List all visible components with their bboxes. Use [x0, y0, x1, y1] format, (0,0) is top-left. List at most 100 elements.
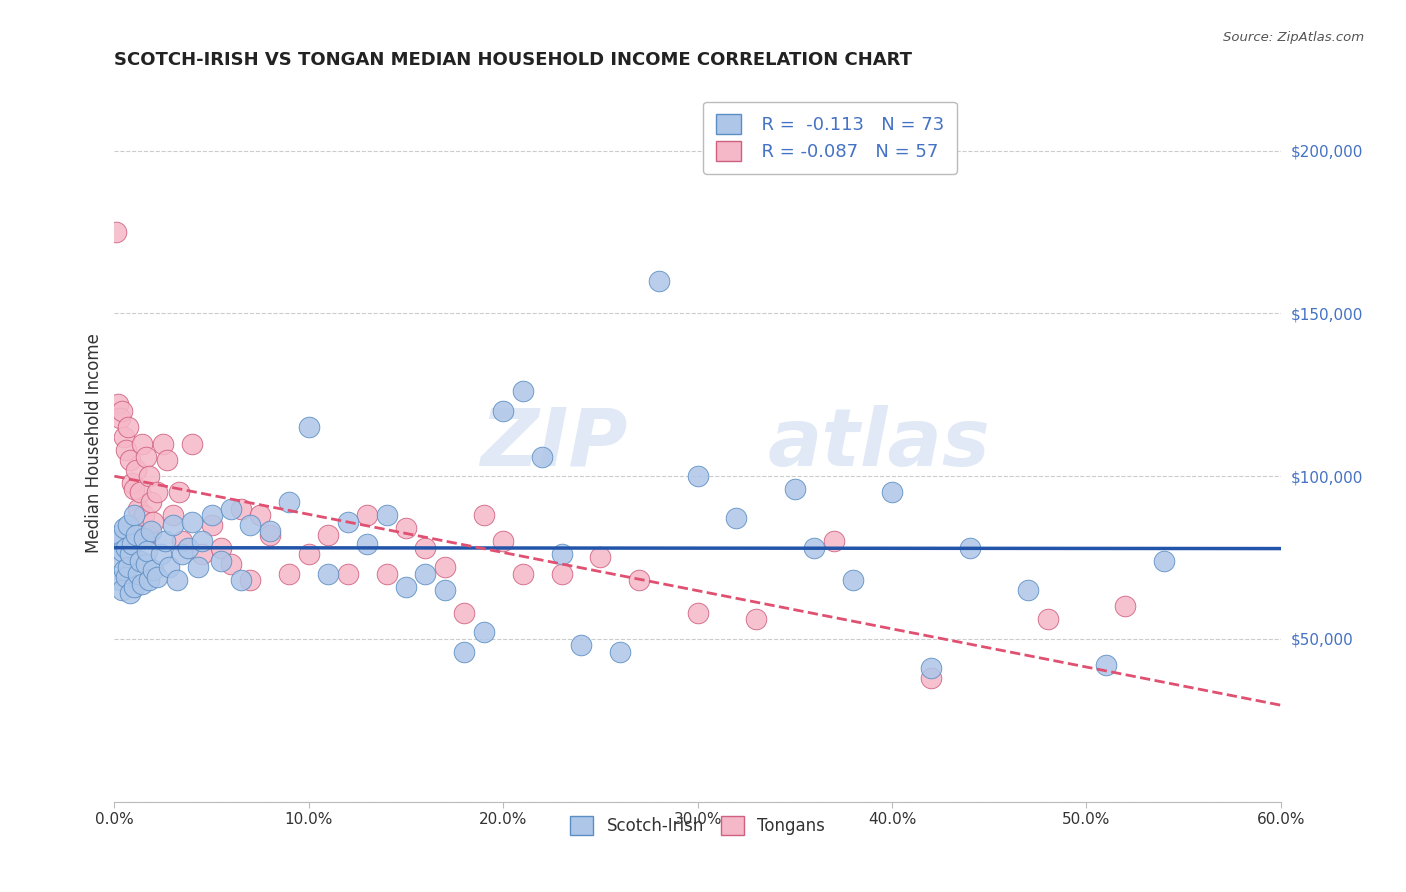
Point — [142, 564, 165, 578]
Point — [191, 534, 214, 549]
Point — [131, 576, 153, 591]
Point — [569, 638, 592, 652]
Point — [356, 508, 378, 523]
Point — [1036, 612, 1059, 626]
Point — [127, 501, 149, 516]
Point — [336, 515, 359, 529]
Point — [136, 544, 159, 558]
Point — [125, 527, 148, 541]
Point — [162, 508, 184, 523]
Point — [132, 508, 155, 523]
Point — [725, 511, 748, 525]
Point — [316, 566, 339, 581]
Point — [134, 450, 156, 464]
Point — [118, 452, 141, 467]
Point — [112, 430, 135, 444]
Point — [229, 574, 252, 588]
Point — [316, 527, 339, 541]
Point — [249, 508, 271, 523]
Point — [783, 482, 806, 496]
Point — [156, 452, 179, 467]
Point — [686, 606, 709, 620]
Point — [492, 404, 515, 418]
Y-axis label: Median Household Income: Median Household Income — [86, 334, 103, 553]
Point — [920, 671, 942, 685]
Point — [121, 475, 143, 490]
Point — [132, 531, 155, 545]
Point — [121, 537, 143, 551]
Point — [172, 547, 194, 561]
Point — [219, 557, 242, 571]
Point — [117, 517, 139, 532]
Text: ZIP: ZIP — [481, 405, 627, 483]
Point — [112, 521, 135, 535]
Point — [395, 521, 418, 535]
Point — [415, 541, 437, 555]
Point — [117, 420, 139, 434]
Point — [648, 274, 671, 288]
Point — [187, 560, 209, 574]
Point — [201, 508, 224, 523]
Point — [181, 515, 204, 529]
Point — [356, 537, 378, 551]
Point — [131, 436, 153, 450]
Point — [512, 384, 534, 399]
Point — [138, 469, 160, 483]
Point — [298, 420, 321, 434]
Point — [803, 541, 825, 555]
Point — [150, 547, 173, 561]
Text: atlas: atlas — [768, 405, 990, 483]
Point — [111, 404, 134, 418]
Point — [433, 582, 456, 597]
Point — [118, 547, 141, 561]
Point — [229, 501, 252, 516]
Point — [512, 566, 534, 581]
Point — [453, 606, 475, 620]
Point — [959, 541, 981, 555]
Point — [209, 541, 232, 555]
Point — [336, 566, 359, 581]
Point — [920, 661, 942, 675]
Point — [141, 524, 163, 539]
Point — [433, 560, 456, 574]
Point — [453, 645, 475, 659]
Point — [105, 534, 128, 549]
Point — [191, 547, 214, 561]
Point — [138, 574, 160, 588]
Point — [142, 515, 165, 529]
Point — [842, 574, 865, 588]
Point — [128, 485, 150, 500]
Point — [375, 566, 398, 581]
Point — [745, 612, 768, 626]
Point — [105, 225, 128, 239]
Point — [146, 570, 169, 584]
Point — [823, 534, 845, 549]
Point — [141, 495, 163, 509]
Point — [531, 450, 554, 464]
Point — [157, 560, 180, 574]
Point — [166, 574, 188, 588]
Point — [146, 485, 169, 500]
Point — [278, 566, 301, 581]
Point — [259, 524, 281, 539]
Point — [1095, 657, 1118, 672]
Point — [115, 570, 138, 584]
Point — [472, 625, 495, 640]
Point — [111, 582, 134, 597]
Point — [110, 410, 132, 425]
Point — [415, 566, 437, 581]
Point — [181, 436, 204, 450]
Point — [550, 566, 572, 581]
Point — [472, 508, 495, 523]
Text: Source: ZipAtlas.com: Source: ZipAtlas.com — [1223, 31, 1364, 45]
Point — [128, 554, 150, 568]
Point — [686, 469, 709, 483]
Point — [209, 554, 232, 568]
Point — [278, 495, 301, 509]
Legend: Scotch-Irish, Tongans: Scotch-Irish, Tongans — [561, 808, 834, 843]
Point — [110, 574, 132, 588]
Point — [880, 485, 903, 500]
Point — [239, 517, 262, 532]
Point — [201, 517, 224, 532]
Point — [589, 550, 612, 565]
